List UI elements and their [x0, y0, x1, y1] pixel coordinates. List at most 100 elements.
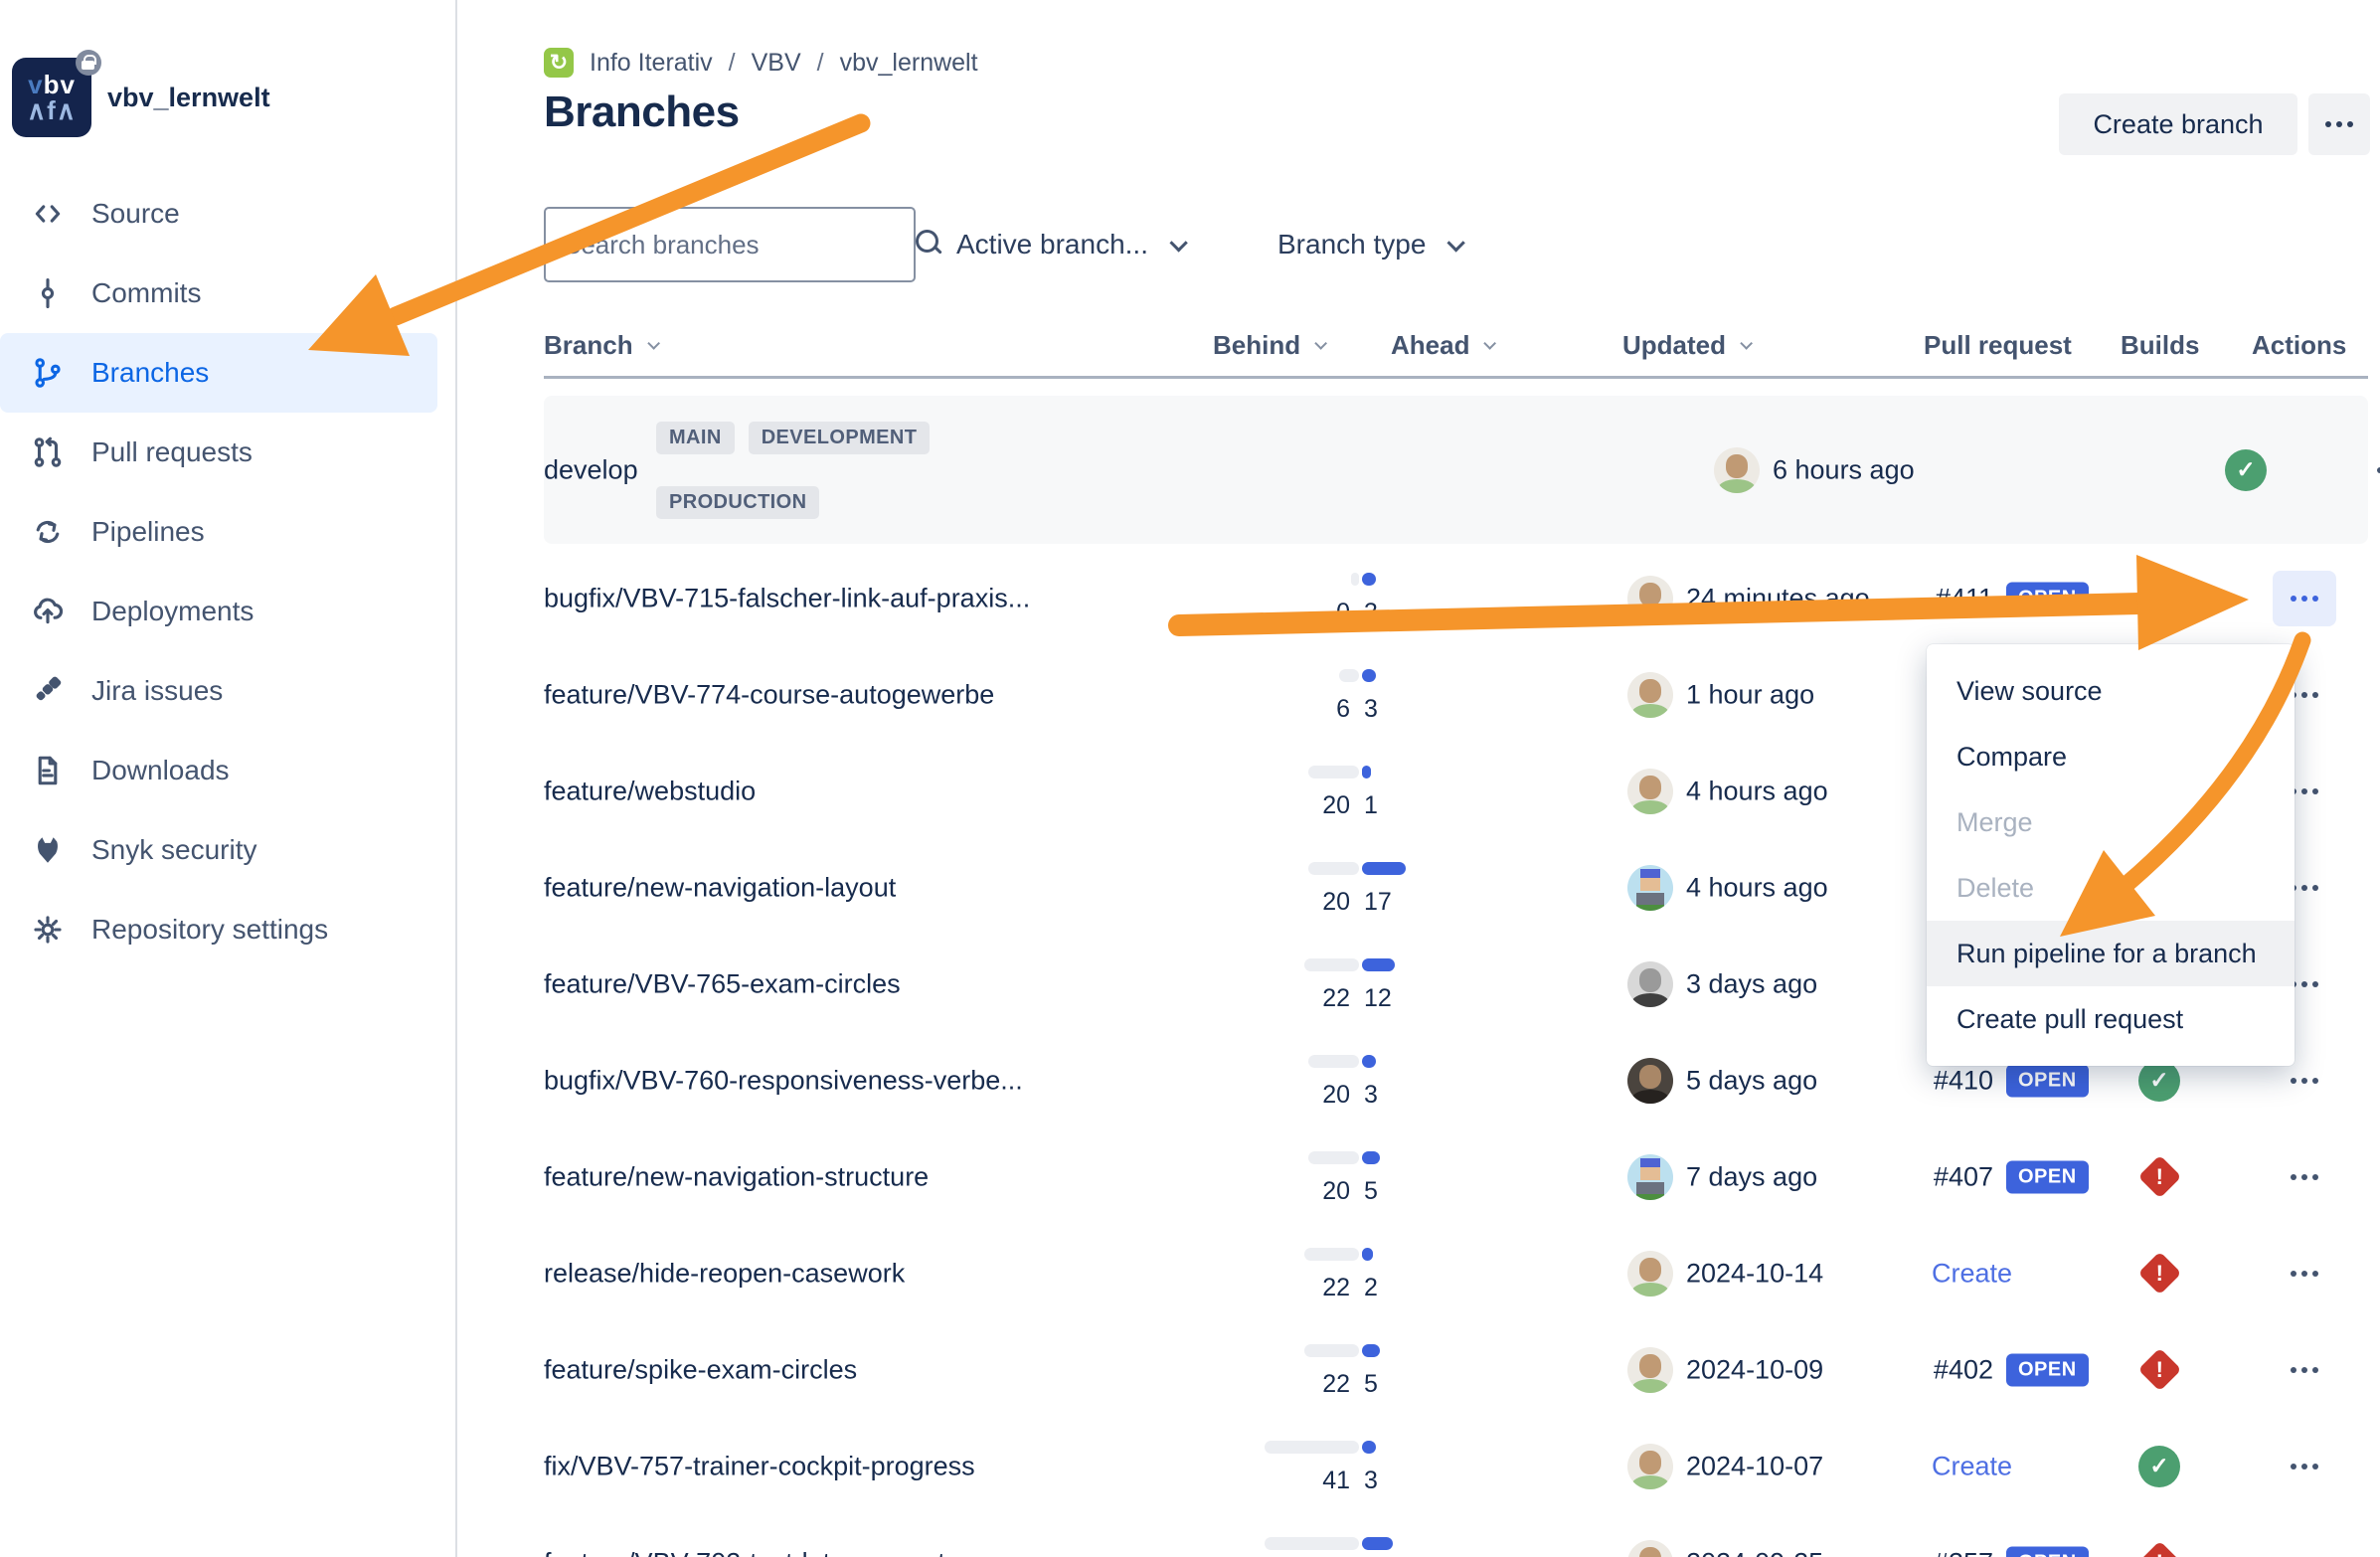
sidebar-item-pull-requests[interactable]: Pull requests: [0, 413, 437, 492]
build-status-success-icon[interactable]: ✓: [2135, 1443, 2183, 1490]
sidebar-item-label: Source: [91, 198, 180, 229]
build-status-failed-icon[interactable]: !: [2135, 1153, 2183, 1201]
branch-name-link[interactable]: fix/VBV-757-trainer-cockpit-progress: [544, 1451, 975, 1480]
active-branches-filter[interactable]: Active branch...: [956, 207, 1188, 282]
row-actions-button[interactable]: [2273, 1535, 2336, 1557]
workspace-avatar-icon[interactable]: ↻: [544, 48, 574, 78]
pr-status-badge[interactable]: OPEN: [2006, 582, 2089, 614]
menu-item-compare[interactable]: Compare: [1956, 741, 2068, 772]
menu-item-create-pull-request[interactable]: Create pull request: [1956, 1003, 2184, 1034]
row-actions-button[interactable]: [2273, 1053, 2336, 1109]
row-actions-button[interactable]: [2273, 570, 2336, 626]
menu-item-run-pipeline-for-a-branch[interactable]: Run pipeline for a branch: [1927, 921, 2295, 986]
branch-name-link[interactable]: develop: [544, 454, 638, 484]
updated-time: 4 hours ago: [1686, 776, 1828, 805]
branch-name-link[interactable]: feature/spike-exam-circles: [544, 1354, 858, 1384]
row-actions-button[interactable]: [2273, 956, 2336, 1012]
pull-request-link[interactable]: #357: [1844, 1547, 1993, 1557]
pull-request-link[interactable]: #407: [1933, 1161, 1993, 1191]
sidebar-nav: Source Commits Branches Pull requests Pipeli…: [0, 174, 455, 969]
sidebar-item-snyk-security[interactable]: Snyk security: [0, 810, 437, 890]
build-status-failed-icon[interactable]: !: [2135, 1346, 2183, 1394]
breadcrumb-workspace[interactable]: Info Iterativ: [590, 48, 713, 77]
pr-status-badge[interactable]: OPEN: [2006, 1160, 2089, 1193]
sidebar-item-downloads[interactable]: Downloads: [0, 731, 437, 810]
behind-bar: [1339, 668, 1359, 682]
pull-request-link[interactable]: #411: [1935, 583, 1993, 612]
repo-name: vbv_lernwelt: [107, 82, 270, 112]
avatar: [1627, 1346, 1673, 1393]
behind-count: 6: [1336, 694, 1350, 723]
pull-request-link[interactable]: #402: [1933, 1354, 1993, 1384]
source-icon: [30, 196, 66, 232]
more-icon: [2301, 1077, 2307, 1084]
branch-row: bugfix/VBV-760-responsiveness-verbe... 20…: [457, 1032, 2380, 1128]
behind-bar: [1308, 765, 1359, 778]
sidebar-item-commits[interactable]: Commits: [0, 254, 437, 333]
develop-env-labels: MAIN DEVELOPMENT: [656, 422, 931, 454]
active-branches-filter-label: Active branch...: [956, 229, 1148, 260]
build-status-failed-icon[interactable]: !: [2135, 1539, 2183, 1557]
behind-bar: [1265, 1440, 1359, 1454]
row-actions-button[interactable]: [2273, 1149, 2336, 1205]
sidebar-item-source[interactable]: Source: [0, 174, 437, 254]
pull-request-link[interactable]: #410: [1933, 1065, 1993, 1095]
branch-name-link[interactable]: feature/webstudio: [544, 776, 757, 805]
build-status-in-progress-icon[interactable]: [2135, 575, 2183, 622]
create-branch-button[interactable]: Create branch: [2059, 93, 2297, 155]
behind-count: 22: [1322, 983, 1350, 1012]
more-icon: [2301, 691, 2307, 698]
column-header-updated[interactable]: Updated: [1622, 330, 1753, 361]
search-branches-input[interactable]: [546, 209, 909, 280]
avatar: [1714, 446, 1760, 493]
ahead-count: 12: [1364, 983, 1392, 1012]
sidebar-item-branches[interactable]: Branches: [0, 333, 437, 413]
branch-type-filter[interactable]: Branch type: [1277, 207, 1466, 282]
settings-icon: [30, 912, 66, 948]
breadcrumb-project[interactable]: VBV: [751, 48, 801, 77]
build-status-success-icon[interactable]: ✓: [2135, 1057, 2183, 1105]
row-actions-button[interactable]: [2273, 1246, 2336, 1301]
pr-status-badge[interactable]: OPEN: [2006, 1546, 2089, 1557]
avatar: [1627, 1443, 1673, 1489]
column-header-branch[interactable]: Branch: [544, 330, 660, 361]
branch-name-link[interactable]: bugfix/VBV-760-responsiveness-verbe...: [544, 1065, 1023, 1095]
menu-item-view-source[interactable]: View source: [1956, 675, 2103, 706]
breadcrumb-repo[interactable]: vbv_lernwelt: [839, 48, 978, 77]
branch-name-link[interactable]: release/hide-reopen-casework: [544, 1258, 906, 1288]
pull-request-cell: #402 OPEN: [1844, 1353, 2262, 1386]
page-more-button[interactable]: [2308, 93, 2370, 155]
behind-bar: [1304, 1247, 1359, 1261]
ahead-bar: [1362, 1536, 1393, 1550]
pr-status-badge[interactable]: OPEN: [2006, 1064, 2089, 1097]
branch-name-link[interactable]: feature/VBV-774-course-autogewerbe: [544, 679, 995, 709]
sidebar-item-jira-issues[interactable]: Jira issues: [0, 651, 437, 731]
pr-status-badge[interactable]: OPEN: [2006, 1353, 2089, 1386]
create-pull-request-link[interactable]: Create: [1932, 1451, 2013, 1480]
build-status-failed-icon[interactable]: !: [2135, 1250, 2183, 1298]
create-pull-request-link[interactable]: Create: [1932, 1258, 2013, 1288]
behind-bar: [1308, 861, 1359, 875]
sidebar-item-deployments[interactable]: Deployments: [0, 572, 437, 651]
pull-request-cell: #357 OPEN: [1844, 1546, 2262, 1557]
ahead-count: 2: [1364, 1273, 1378, 1301]
build-status-success-icon[interactable]: ✓: [2222, 446, 2270, 494]
branch-name-link[interactable]: feature/VBV-702-testdata-generator: [544, 1547, 969, 1557]
repo-avatar[interactable]: vbv ∧f∧: [12, 50, 101, 137]
branch-name-link[interactable]: feature/VBV-765-exam-circles: [544, 968, 901, 998]
branch-name-link[interactable]: feature/new-navigation-layout: [544, 872, 897, 902]
row-actions-button[interactable]: [2273, 1342, 2336, 1398]
column-header-behind[interactable]: Behind: [1213, 330, 1328, 361]
ahead-bar: [1362, 1440, 1376, 1454]
column-header-ahead[interactable]: Ahead: [1391, 330, 1497, 361]
updated-time: 2024-09-25: [1686, 1547, 1823, 1557]
row-actions-button[interactable]: [2359, 442, 2380, 498]
ahead-bar: [1362, 1150, 1380, 1164]
sidebar-item-pipelines[interactable]: Pipelines: [0, 492, 437, 572]
branch-name-link[interactable]: feature/new-navigation-structure: [544, 1161, 930, 1191]
row-actions-button[interactable]: [2273, 1439, 2336, 1494]
branch-name-link[interactable]: bugfix/VBV-715-falscher-link-auf-praxis.…: [544, 583, 1031, 612]
main-content: ↻ Info Iterativ / VBV / vbv_lernwelt Bra…: [457, 0, 2380, 1557]
breadcrumb: ↻ Info Iterativ / VBV / vbv_lernwelt: [544, 48, 978, 78]
sidebar-item-repository-settings[interactable]: Repository settings: [0, 890, 437, 969]
